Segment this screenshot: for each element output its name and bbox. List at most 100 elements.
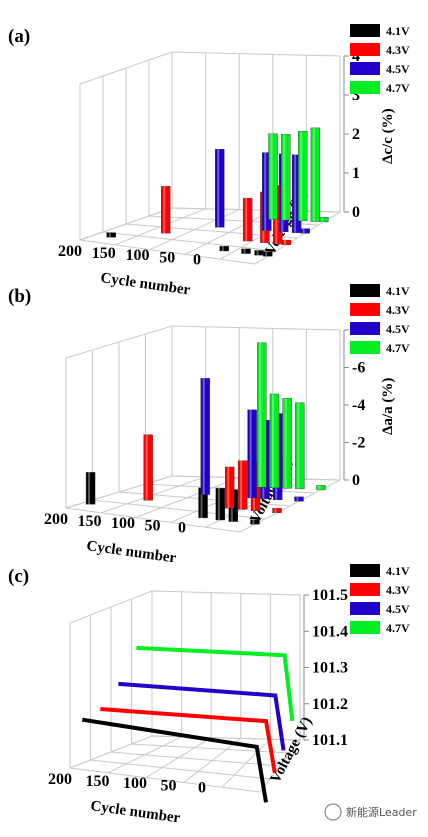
x-tick-label: 0 <box>193 251 201 268</box>
bar-4.1V <box>241 248 251 254</box>
bar-4.1V <box>263 251 273 257</box>
bar-4.5V <box>247 409 257 499</box>
bar-highlight <box>163 186 166 234</box>
bar-4.7V <box>269 393 280 488</box>
x-tick-label: 0 <box>198 779 206 796</box>
legend-label: 4.3V <box>386 43 410 57</box>
bar-highlight <box>265 251 268 257</box>
floor-gridline <box>131 743 291 754</box>
z-tick-label: 101.2 <box>312 696 348 713</box>
floor-gridline <box>90 759 271 780</box>
floor-gridline <box>102 231 277 252</box>
bar-4.5V <box>300 228 310 234</box>
x-tick-label: 100 <box>126 247 150 264</box>
legend-label: 4.7V <box>386 81 410 95</box>
bar-highlight <box>217 149 220 228</box>
panel-label: (c) <box>8 566 29 587</box>
bar-highlight <box>245 198 248 242</box>
bar-highlight <box>227 466 230 509</box>
bar-4.3V <box>143 434 153 501</box>
z-tick-label: 101.1 <box>312 732 348 749</box>
bar-highlight <box>300 131 303 221</box>
bar-highlight <box>256 250 259 256</box>
bar-highlight <box>108 232 111 238</box>
bar-4.1V <box>254 250 264 256</box>
bar-4.1V <box>215 487 226 521</box>
bar-4.7V <box>257 342 267 488</box>
legend-label: 4.5V <box>386 602 410 616</box>
legend-swatch <box>350 564 380 577</box>
bar-4.3V <box>281 239 292 245</box>
bar-highlight <box>217 488 220 520</box>
bar-4.1V <box>85 472 96 505</box>
floor <box>69 735 301 793</box>
bar-4.7V <box>268 133 278 220</box>
bar-highlight <box>271 393 274 488</box>
x-tick-label: 150 <box>92 245 116 262</box>
bar-4.7V <box>281 134 291 221</box>
bar-highlight <box>200 487 203 518</box>
z-tick-label: 0 <box>352 204 360 221</box>
legend-label: 4.3V <box>386 303 410 317</box>
bar-4.3V <box>242 197 253 242</box>
legend-swatch <box>350 284 380 297</box>
bar-highlight <box>302 228 305 234</box>
x-tick-label: 200 <box>44 511 68 528</box>
floor-gridline <box>110 751 281 767</box>
legend-swatch <box>350 303 380 316</box>
bar-4.1V <box>219 246 229 252</box>
x-tick-label: 100 <box>111 515 135 532</box>
bar-highlight <box>243 248 246 254</box>
x-axis-title: Cycle number <box>89 798 181 826</box>
legend-swatch <box>350 341 380 354</box>
legend-label: 4.1V <box>386 564 410 578</box>
z-tick-label: 1 <box>352 165 360 182</box>
bar-4.3V <box>161 186 171 234</box>
z-tick-label: 2 <box>352 126 360 143</box>
bar-highlight <box>264 152 267 231</box>
x-tick-label: 200 <box>48 771 72 788</box>
bar-4.1V <box>250 519 260 525</box>
legend-label: 4.5V <box>386 62 410 76</box>
bar-4.7V <box>297 131 308 222</box>
line-4.5V <box>118 681 286 751</box>
x-tick-label: 50 <box>145 517 161 534</box>
bar-4.5V <box>294 496 304 502</box>
panel-label: (b) <box>8 286 31 307</box>
bar-4.7V <box>316 485 326 491</box>
bar-highlight <box>259 342 262 488</box>
bar-4.1V <box>106 232 116 238</box>
bar-highlight <box>296 496 299 502</box>
x-tick-label: 50 <box>159 249 175 266</box>
bar-highlight <box>88 472 91 505</box>
bar-4.5V <box>200 378 210 495</box>
bar-highlight <box>240 460 243 510</box>
z-tick-label: -2 <box>352 435 365 452</box>
bar-highlight <box>202 378 205 495</box>
bar-highlight <box>249 409 252 498</box>
legend-swatch <box>350 81 380 94</box>
bar-4.7V <box>282 398 292 489</box>
x-tick-label: 0 <box>178 519 186 536</box>
legend-swatch <box>350 43 380 56</box>
z-tick-label: 0 <box>352 472 360 489</box>
floor <box>65 475 341 533</box>
z-tick-label: 101.5 <box>312 587 348 604</box>
bar-highlight <box>321 217 324 222</box>
legend-swatch <box>350 24 380 37</box>
legend-swatch <box>350 322 380 335</box>
legend-swatch <box>350 583 380 596</box>
z-tick-label: 4 <box>352 48 360 65</box>
bar-4.3V <box>225 466 235 509</box>
floor <box>79 207 342 265</box>
bar-highlight <box>297 402 300 489</box>
legend-swatch <box>350 602 380 615</box>
z-axis-title: Δc/c (%) <box>380 108 396 164</box>
floor-gridline <box>148 215 319 226</box>
y-axis-title: Voltage (V) <box>267 714 315 785</box>
legend-swatch <box>350 621 380 634</box>
bar-highlight <box>252 519 255 525</box>
x-axis-title: Cycle number <box>99 270 191 298</box>
legend-label: 4.7V <box>386 621 410 635</box>
